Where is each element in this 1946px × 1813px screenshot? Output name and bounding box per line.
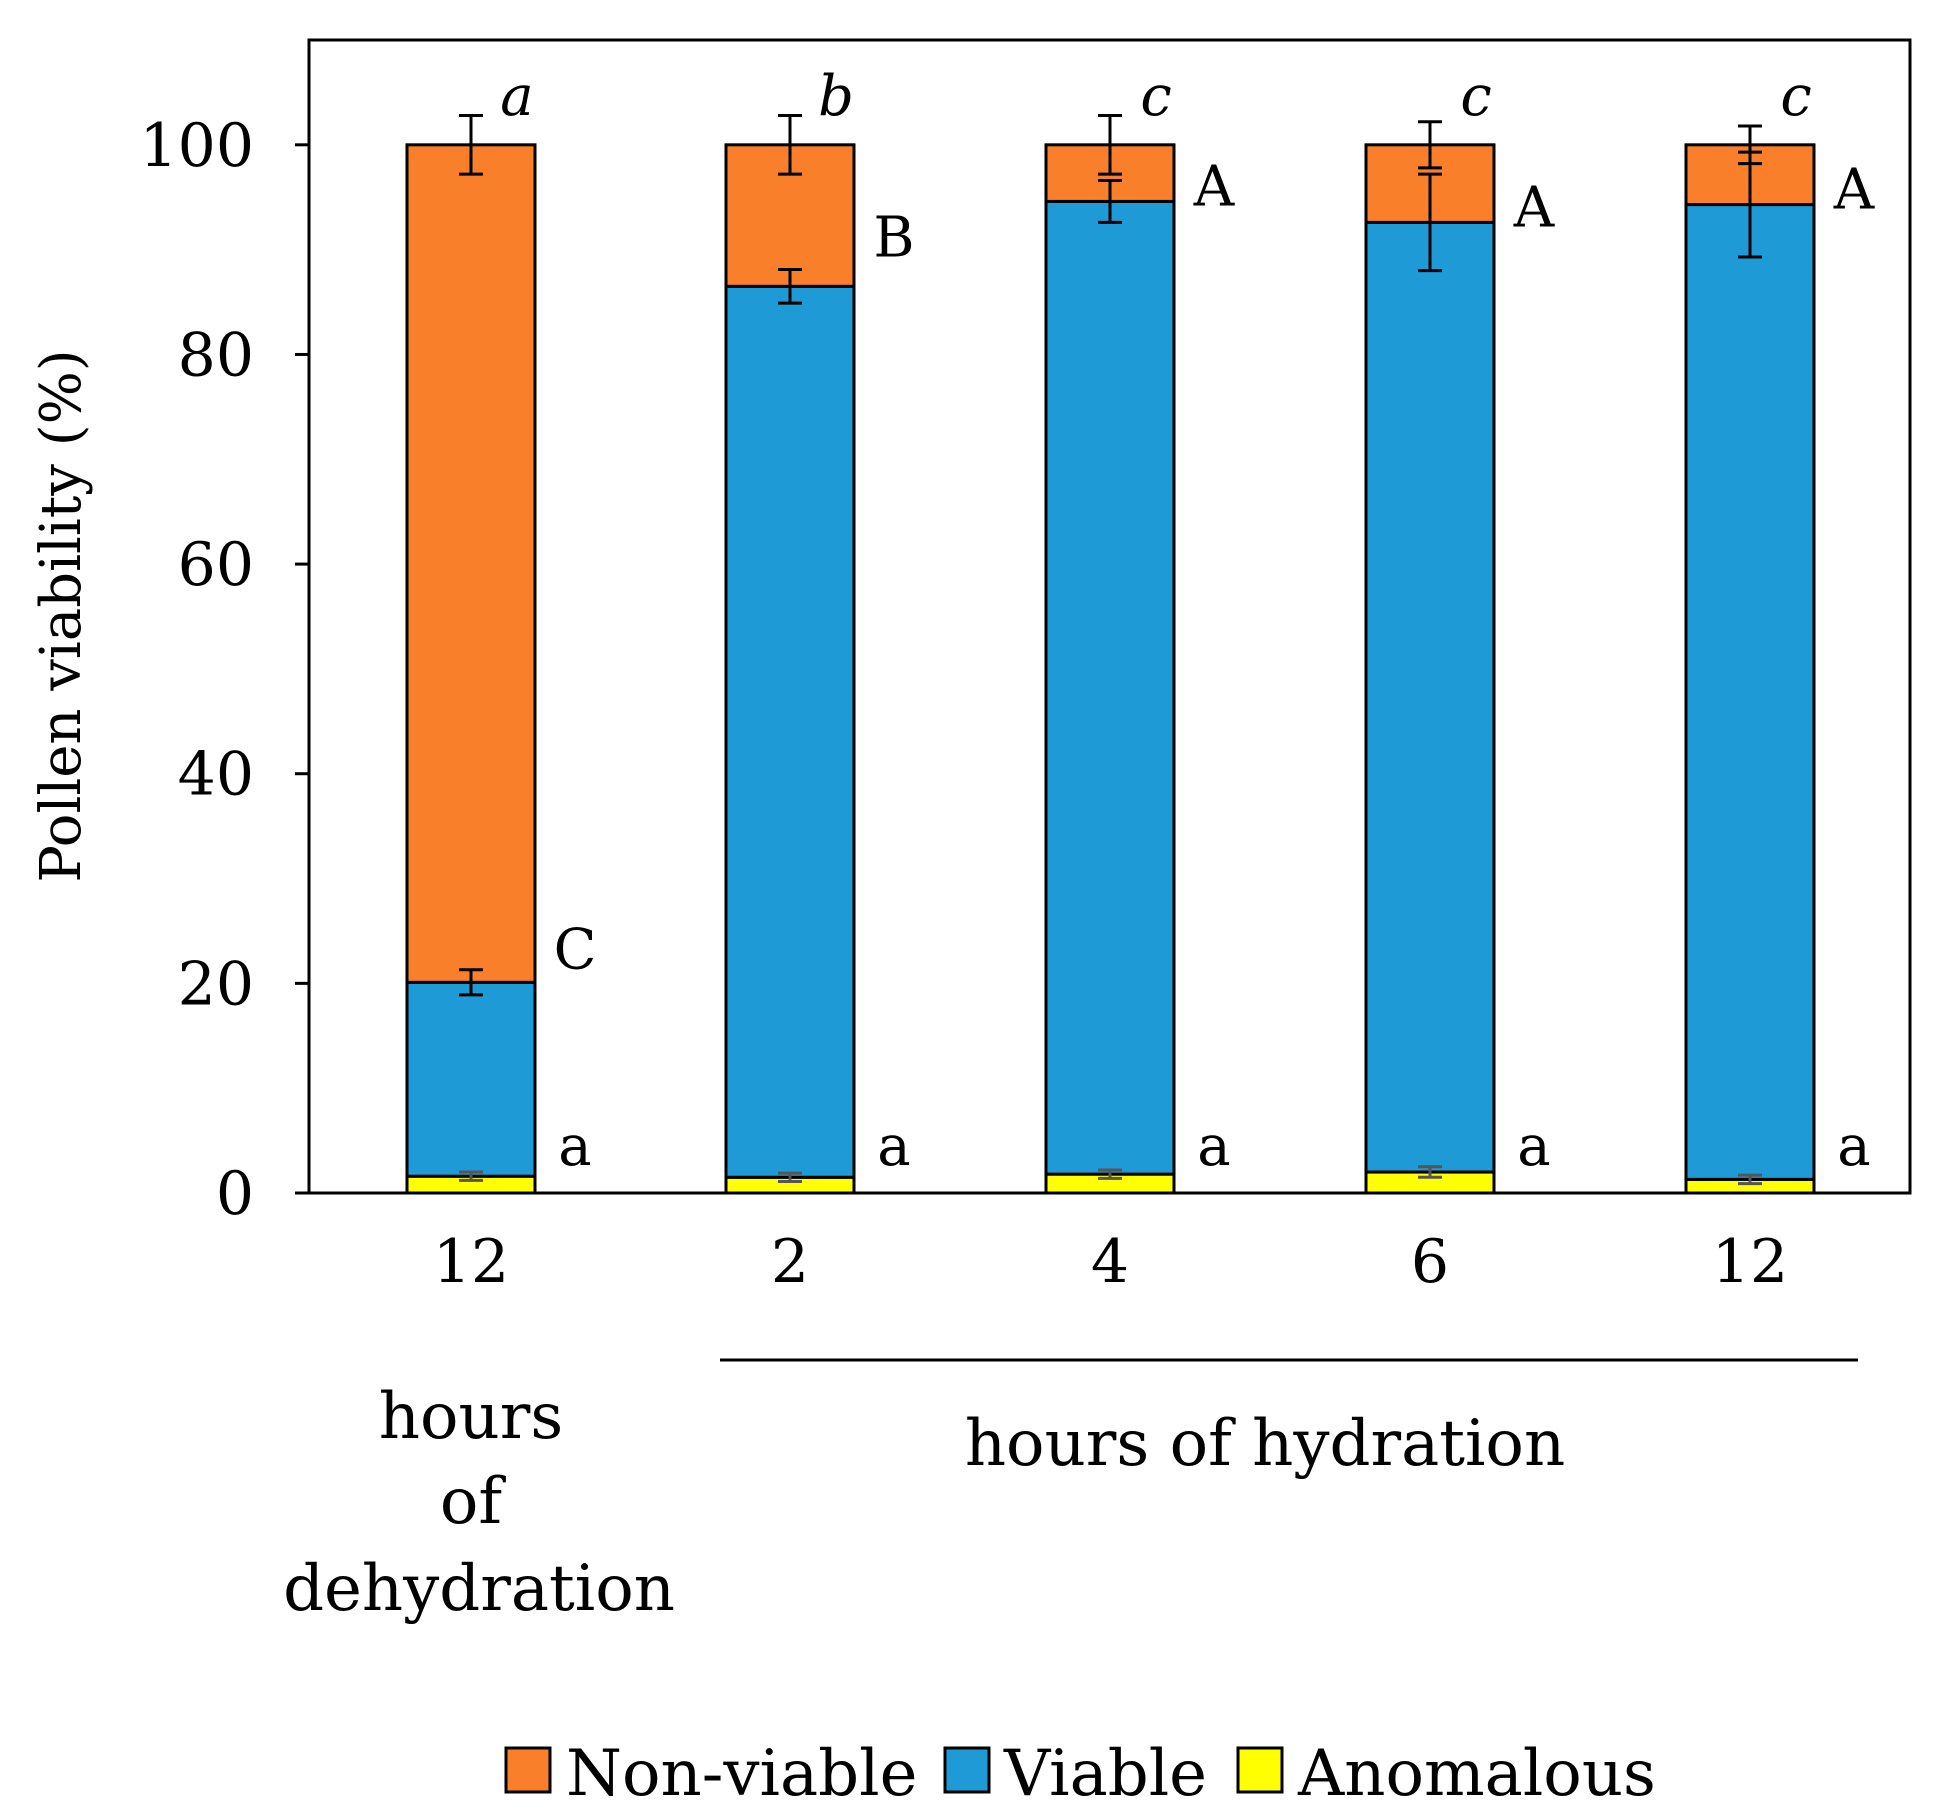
significance-letter-anomalous: a bbox=[1837, 1114, 1870, 1179]
y-axis: 0 20 40 60 80 100 bbox=[139, 111, 309, 1229]
significance-letter-viable: A bbox=[1193, 154, 1235, 219]
significance-letter-viable: C bbox=[554, 917, 597, 982]
significance-letter-non-viable: a bbox=[500, 64, 533, 129]
error-bar bbox=[459, 968, 483, 997]
dehydration-label-line-1: hours bbox=[379, 1380, 563, 1454]
hydration-group-label: hours of hydration bbox=[965, 1407, 1565, 1481]
dehydration-label-line-3: dehydration bbox=[283, 1552, 675, 1626]
significance-letter-non-viable: c bbox=[1780, 64, 1811, 129]
bar-series bbox=[405, 143, 1816, 1195]
legend-swatch-non-viable bbox=[504, 1746, 552, 1794]
error-bar bbox=[1418, 1165, 1442, 1179]
significance-letter-non-viable: b bbox=[818, 64, 854, 129]
error-bar bbox=[1738, 124, 1762, 166]
significance-letter-non-viable: c bbox=[1140, 64, 1171, 129]
bar-segment-viable bbox=[1684, 203, 1816, 1181]
significance-letter-viable: A bbox=[1513, 175, 1555, 240]
error-bars bbox=[459, 113, 1762, 1186]
significance-letter-anomalous: a bbox=[558, 1114, 591, 1179]
x-axis: 12 2 4 6 12 bbox=[433, 1227, 1788, 1297]
bar-segment-viable bbox=[1044, 199, 1176, 1176]
significance-letter-anomalous: a bbox=[877, 1114, 910, 1179]
y-tick-label: 20 bbox=[178, 949, 254, 1019]
error-bar bbox=[1098, 113, 1122, 176]
error-bar bbox=[459, 113, 483, 176]
significance-letter-anomalous: a bbox=[1197, 1114, 1230, 1179]
legend-label-anomalous: Anomalous bbox=[1297, 1737, 1656, 1811]
legend-label-non-viable: Non-viable bbox=[566, 1737, 917, 1811]
dehydration-group-label: hours of dehydration bbox=[283, 1380, 675, 1626]
error-bar bbox=[778, 1171, 802, 1183]
bar-segment-viable bbox=[1364, 220, 1496, 1174]
significance-letter-anomalous: a bbox=[1517, 1114, 1550, 1179]
x-tick-label: 6 bbox=[1411, 1227, 1449, 1297]
significance-letter-viable: B bbox=[873, 205, 914, 270]
bar-segment-viable bbox=[405, 980, 537, 1178]
y-tick-label: 40 bbox=[178, 740, 254, 810]
dehydration-label-line-2: of bbox=[440, 1465, 507, 1539]
legend-swatch-anomalous bbox=[1236, 1746, 1284, 1794]
error-bar bbox=[1418, 172, 1442, 273]
significance-letter-viable: A bbox=[1833, 158, 1875, 223]
legend: Non-viable Viable Anomalous bbox=[504, 1737, 1656, 1811]
x-tick-label: 12 bbox=[433, 1227, 509, 1297]
y-axis-title: Pollen viability (%) bbox=[29, 349, 94, 882]
error-bar bbox=[778, 268, 802, 305]
x-tick-label: 2 bbox=[771, 1227, 809, 1297]
error-bar bbox=[778, 113, 802, 176]
x-tick-label: 4 bbox=[1091, 1227, 1129, 1297]
error-bar bbox=[1098, 178, 1122, 224]
y-tick-label: 0 bbox=[216, 1159, 254, 1229]
error-bar bbox=[1738, 1173, 1762, 1186]
legend-swatch-viable bbox=[943, 1746, 991, 1794]
error-bar bbox=[1418, 120, 1442, 170]
bar-segment-non-viable bbox=[405, 143, 537, 984]
bar-segment-viable bbox=[724, 284, 856, 1179]
y-tick-label: 100 bbox=[139, 111, 254, 181]
error-bar bbox=[459, 1170, 483, 1182]
error-bar bbox=[1098, 1168, 1122, 1180]
legend-label-viable: Viable bbox=[1003, 1737, 1207, 1811]
significance-letters: a Ca a Bb a Ac a Ac a Ac bbox=[500, 64, 1874, 1179]
y-tick-label: 80 bbox=[178, 320, 254, 390]
significance-letter-non-viable: c bbox=[1460, 64, 1491, 129]
x-tick-label: 12 bbox=[1712, 1227, 1788, 1297]
y-tick-label: 60 bbox=[178, 530, 254, 600]
